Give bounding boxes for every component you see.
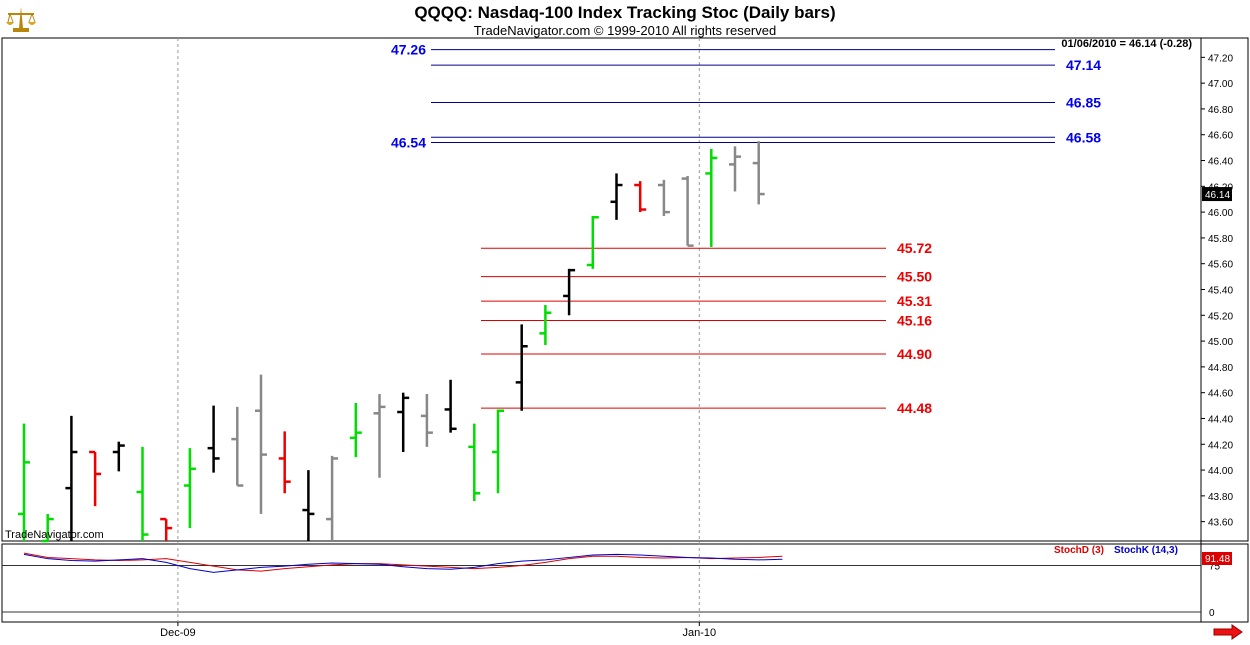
y-tick-label: 44.80 — [1208, 363, 1233, 374]
watermark-label: TradeNavigator.com — [5, 529, 104, 541]
y-tick-label: 45.60 — [1208, 260, 1233, 271]
y-tick-label: 44.60 — [1208, 389, 1233, 400]
current-price-tag — [1202, 187, 1232, 202]
x-tick-label: Jan-10 — [682, 627, 716, 639]
stochastic-value-label: 91.48 — [1205, 554, 1230, 565]
y-tick-label: 47.20 — [1208, 53, 1233, 64]
y-tick-label: 43.60 — [1208, 518, 1233, 529]
resistance-label: 47.26 — [391, 42, 426, 58]
y-tick-label: 45.40 — [1208, 286, 1233, 297]
stochd-legend: StochD (3) — [1054, 545, 1104, 556]
price-panel-frame — [1, 37, 1249, 542]
y-tick-label: 46.60 — [1208, 131, 1233, 142]
chart-subtitle: TradeNavigator.com © 1999-2010 All right… — [473, 23, 777, 38]
y-tick-label: 47.00 — [1208, 79, 1233, 90]
y-tick-label: 44.40 — [1208, 414, 1233, 425]
y-tick-label: 44.00 — [1208, 466, 1233, 477]
stochastic-y-tick-label: 0 — [1209, 608, 1215, 619]
support-label: 45.72 — [897, 240, 932, 256]
chart-title: QQQQ: Nasdaq-100 Index Tracking Stoc (Da… — [414, 3, 836, 22]
resistance-label: 47.14 — [1066, 57, 1101, 73]
price-readout: 01/06/2010 = 46.14 (-0.28) — [1061, 38, 1192, 50]
x-tick-label: Dec-09 — [160, 627, 195, 639]
y-tick-label: 43.80 — [1208, 492, 1233, 503]
support-label: 44.90 — [897, 346, 932, 362]
y-tick-label: 46.80 — [1208, 105, 1233, 116]
y-tick-label: 45.80 — [1208, 234, 1233, 245]
stochastic-value-tag — [1202, 552, 1232, 565]
stochk-legend: StochK (14,3) — [1114, 545, 1178, 556]
resistance-label: 46.58 — [1066, 129, 1101, 145]
current-price-label: 46.14 — [1205, 190, 1230, 201]
stochk-line — [23, 553, 783, 573]
support-label: 44.48 — [897, 400, 932, 416]
support-label: 45.50 — [897, 269, 932, 285]
stochd-line — [23, 552, 783, 572]
y-tick-label: 45.00 — [1208, 337, 1233, 348]
support-label: 45.31 — [897, 293, 932, 309]
resistance-label: 46.54 — [391, 134, 426, 150]
support-label: 45.16 — [897, 312, 932, 328]
y-tick-label: 45.20 — [1208, 311, 1233, 322]
red-arrow-right-icon[interactable] — [1212, 624, 1244, 640]
stochastic-y-tick-label: 75 — [1209, 562, 1221, 573]
scale-balance-icon — [4, 4, 38, 34]
resistance-label: 46.85 — [1066, 94, 1101, 110]
y-tick-label: 44.20 — [1208, 440, 1233, 451]
y-tick-label: 46.40 — [1208, 157, 1233, 168]
y-tick-label: 46.00 — [1208, 208, 1233, 219]
